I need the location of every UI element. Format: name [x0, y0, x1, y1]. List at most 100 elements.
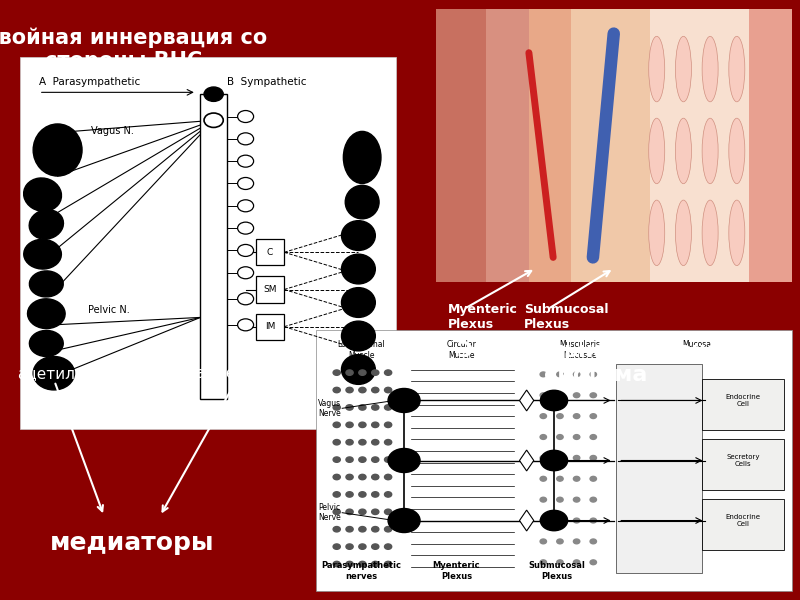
- Circle shape: [204, 113, 223, 127]
- Circle shape: [346, 370, 353, 376]
- Circle shape: [385, 562, 392, 567]
- Text: медиаторы: медиаторы: [50, 531, 214, 555]
- Circle shape: [590, 372, 597, 377]
- Bar: [256, 314, 284, 340]
- Circle shape: [540, 518, 546, 523]
- Circle shape: [238, 267, 254, 279]
- Circle shape: [540, 539, 546, 544]
- Circle shape: [238, 155, 254, 167]
- Circle shape: [333, 405, 340, 410]
- Text: Secretory
Cells: Secretory Cells: [726, 454, 760, 467]
- Ellipse shape: [342, 287, 375, 317]
- Circle shape: [333, 457, 340, 463]
- Circle shape: [590, 414, 597, 419]
- Text: SM: SM: [263, 285, 277, 294]
- Bar: [201, 94, 227, 399]
- Bar: [20, 57, 396, 429]
- Circle shape: [333, 422, 340, 428]
- Circle shape: [238, 178, 254, 190]
- FancyBboxPatch shape: [702, 439, 784, 490]
- Ellipse shape: [343, 131, 381, 184]
- Circle shape: [359, 457, 366, 463]
- Circle shape: [574, 434, 580, 439]
- Circle shape: [372, 440, 379, 445]
- Circle shape: [557, 455, 563, 460]
- Circle shape: [590, 560, 597, 565]
- Circle shape: [385, 509, 392, 515]
- Circle shape: [238, 293, 254, 305]
- Bar: [316, 330, 792, 591]
- Circle shape: [590, 518, 597, 523]
- Ellipse shape: [729, 200, 745, 266]
- Ellipse shape: [346, 185, 379, 219]
- Ellipse shape: [30, 331, 63, 356]
- Ellipse shape: [729, 118, 745, 184]
- Circle shape: [346, 388, 353, 393]
- Circle shape: [540, 372, 546, 377]
- Circle shape: [372, 405, 379, 410]
- Ellipse shape: [342, 254, 375, 284]
- Bar: [650, 9, 792, 282]
- Ellipse shape: [675, 118, 691, 184]
- Circle shape: [359, 562, 366, 567]
- Circle shape: [372, 422, 379, 428]
- Circle shape: [385, 388, 392, 393]
- Text: Longitudinal
Muscle: Longitudinal Muscle: [338, 340, 385, 360]
- Circle shape: [557, 372, 563, 377]
- Circle shape: [359, 527, 366, 532]
- Circle shape: [359, 388, 366, 393]
- Circle shape: [388, 449, 420, 473]
- Circle shape: [359, 492, 366, 497]
- Polygon shape: [519, 510, 534, 531]
- Circle shape: [590, 539, 597, 544]
- Polygon shape: [519, 450, 534, 471]
- Circle shape: [238, 244, 254, 256]
- Circle shape: [238, 110, 254, 122]
- Circle shape: [359, 370, 366, 376]
- Circle shape: [574, 560, 580, 565]
- Circle shape: [541, 390, 568, 410]
- Circle shape: [574, 539, 580, 544]
- Ellipse shape: [649, 36, 665, 102]
- Circle shape: [372, 544, 379, 550]
- Ellipse shape: [649, 200, 665, 266]
- Circle shape: [557, 518, 563, 523]
- Circle shape: [557, 476, 563, 481]
- Circle shape: [204, 87, 223, 101]
- Text: Myenteric
Plexus: Myenteric Plexus: [433, 561, 480, 581]
- Circle shape: [372, 509, 379, 515]
- Circle shape: [346, 440, 353, 445]
- Text: Энтеральная нервная
система: Энтеральная нервная система: [457, 341, 735, 385]
- Circle shape: [333, 544, 340, 550]
- Circle shape: [333, 440, 340, 445]
- Circle shape: [557, 497, 563, 502]
- Circle shape: [238, 319, 254, 331]
- Circle shape: [574, 518, 580, 523]
- Circle shape: [346, 422, 353, 428]
- Text: норадреналин: норадреналин: [168, 366, 286, 381]
- Circle shape: [333, 562, 340, 567]
- Circle shape: [574, 393, 580, 398]
- Circle shape: [541, 450, 568, 470]
- Circle shape: [385, 492, 392, 497]
- Circle shape: [333, 475, 340, 480]
- Circle shape: [590, 434, 597, 439]
- Circle shape: [372, 475, 379, 480]
- Circle shape: [372, 527, 379, 532]
- Text: Muscularis
Mucosae: Muscularis Mucosae: [560, 340, 601, 360]
- Circle shape: [540, 560, 546, 565]
- Text: IM: IM: [265, 322, 275, 331]
- Circle shape: [590, 476, 597, 481]
- Circle shape: [333, 509, 340, 515]
- Circle shape: [372, 492, 379, 497]
- Circle shape: [359, 544, 366, 550]
- Ellipse shape: [702, 36, 718, 102]
- Bar: [616, 364, 702, 573]
- FancyBboxPatch shape: [702, 379, 784, 430]
- Circle shape: [346, 405, 353, 410]
- Text: Myenteric
Plexus: Myenteric Plexus: [448, 303, 518, 331]
- Circle shape: [372, 562, 379, 567]
- Circle shape: [557, 393, 563, 398]
- Circle shape: [385, 475, 392, 480]
- Circle shape: [346, 475, 353, 480]
